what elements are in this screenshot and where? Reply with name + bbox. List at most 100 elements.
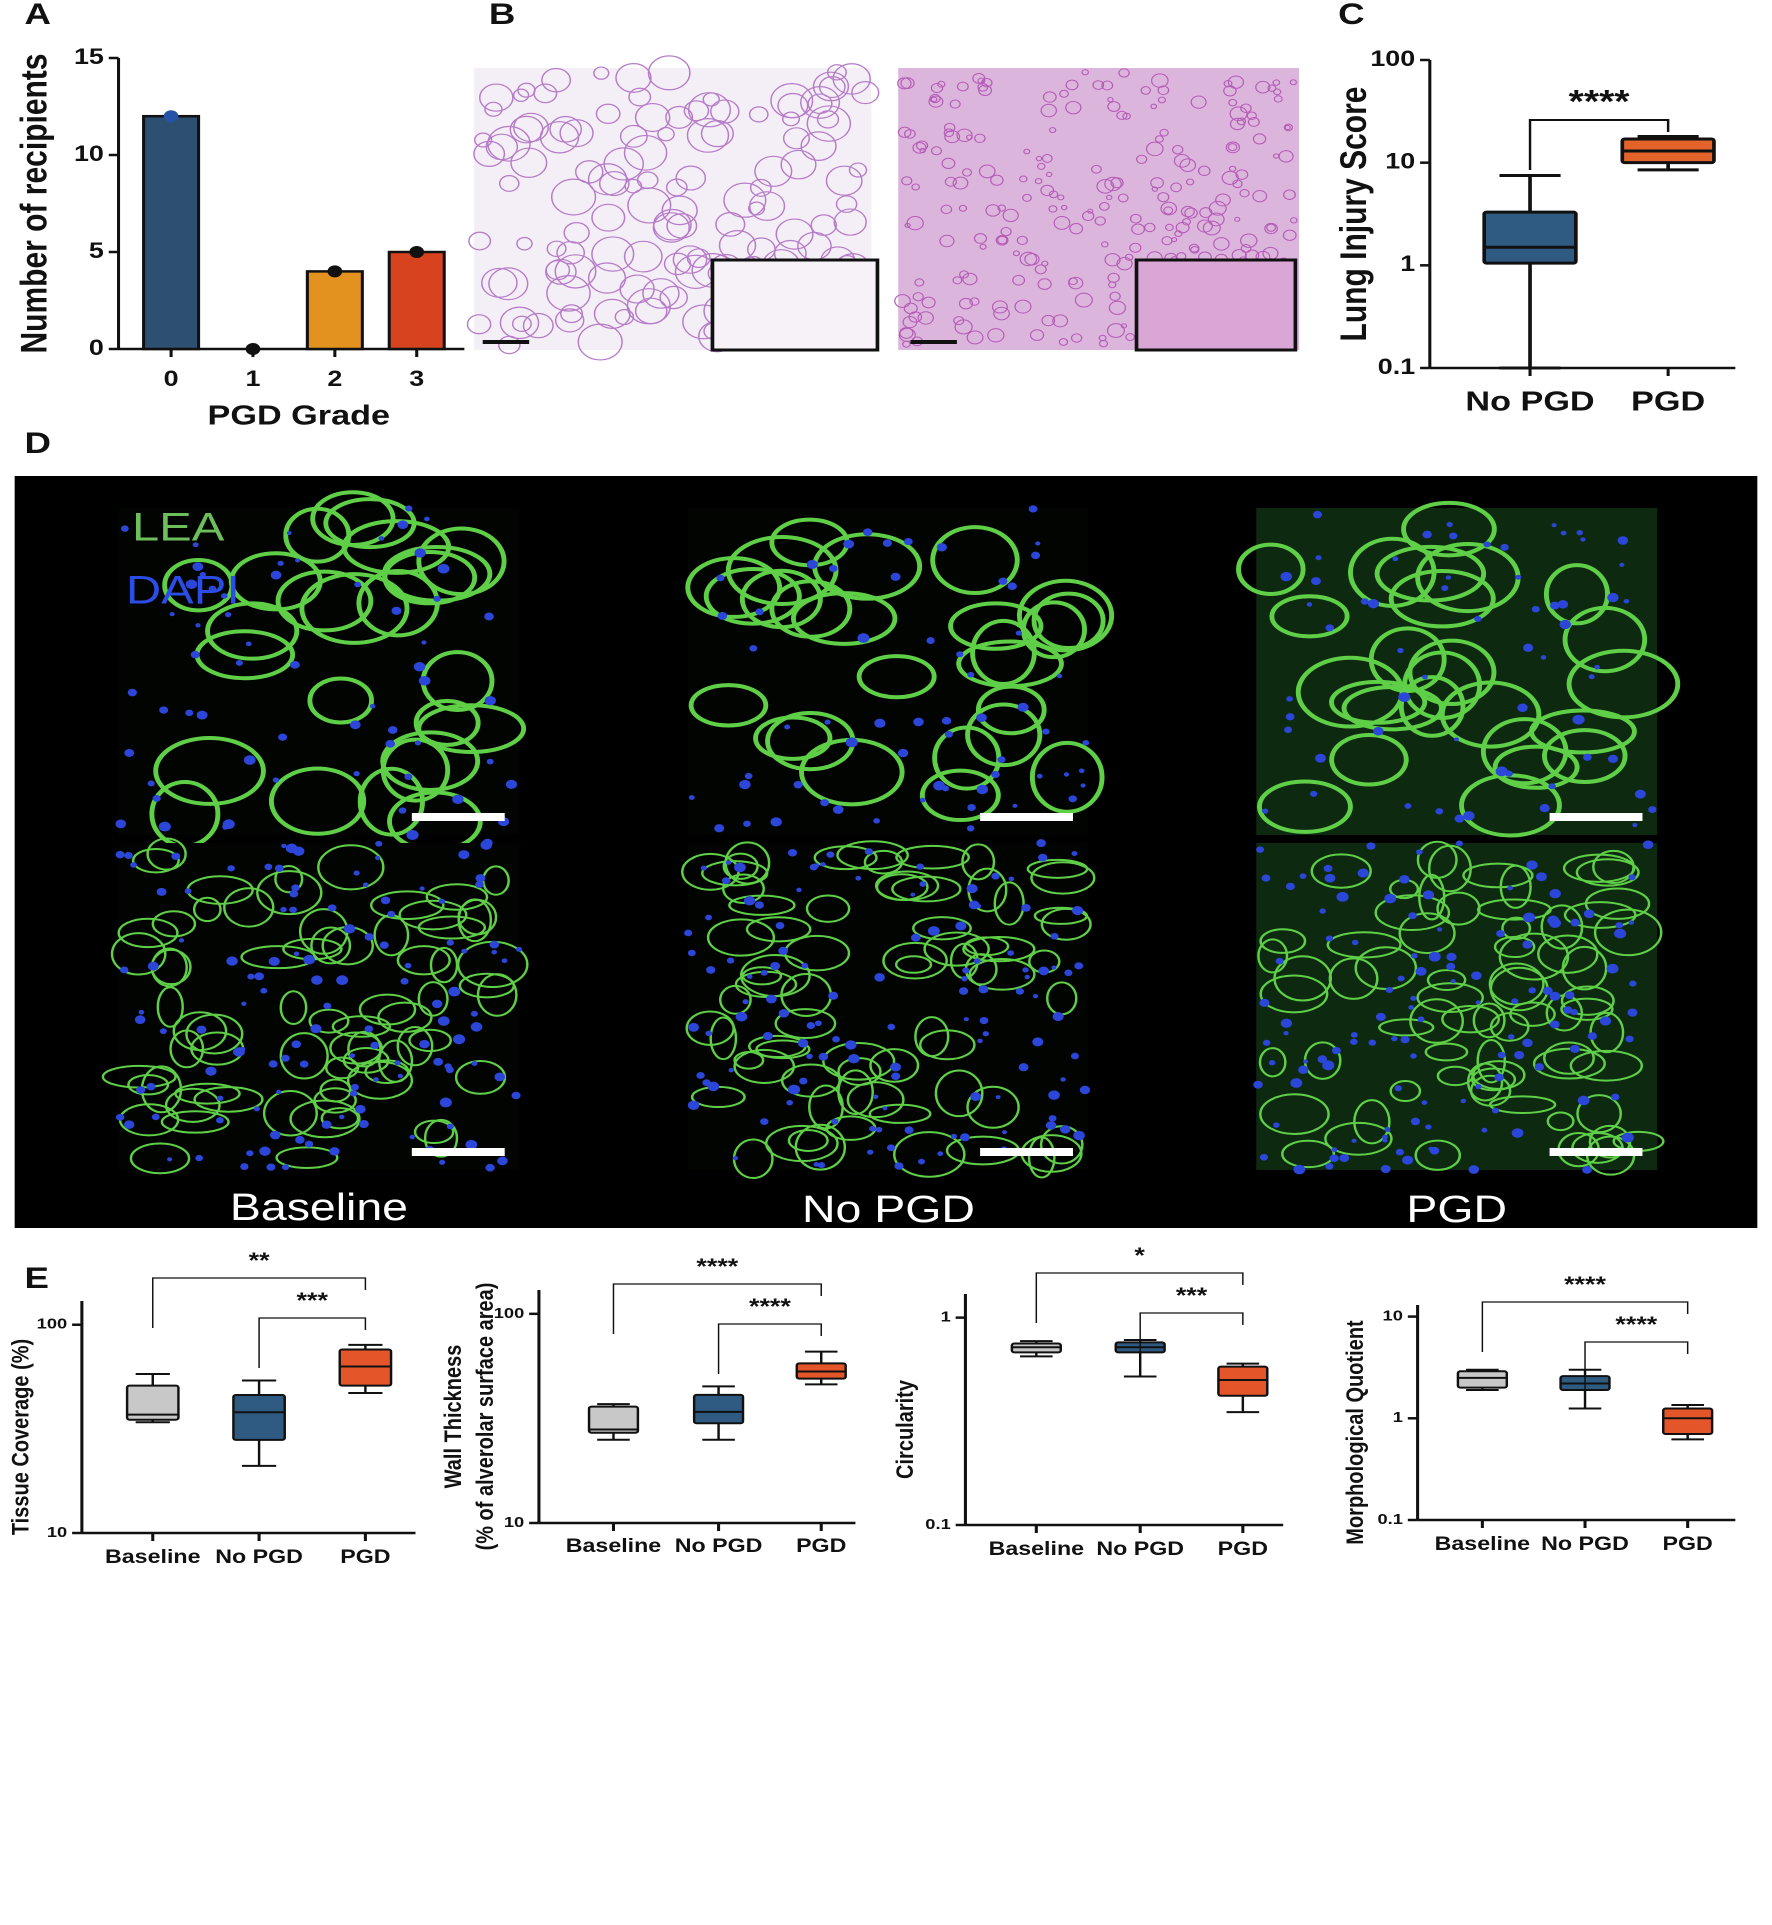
alveolus: [545, 259, 571, 281]
cell: [1215, 193, 1231, 207]
nucleus: [887, 1023, 896, 1031]
nucleus: [796, 887, 802, 893]
nucleus: [1625, 1035, 1634, 1043]
cell: [966, 330, 984, 345]
y-axis-label: Number of recipients: [15, 54, 55, 354]
nucleus: [1619, 562, 1625, 567]
alveolus: [466, 314, 492, 335]
scale-bar: [980, 813, 1073, 821]
nucleus: [378, 536, 385, 541]
nucleus: [1315, 555, 1322, 561]
nucleus: [269, 1130, 281, 1140]
cell: [1096, 178, 1115, 194]
nucleus: [1454, 814, 1465, 823]
nucleus: [1375, 1012, 1386, 1021]
y-tick-label: 0.1: [1377, 1511, 1402, 1528]
cell: [1185, 178, 1195, 186]
alveolus: [591, 236, 635, 272]
cell: [952, 276, 963, 285]
nucleus: [1056, 673, 1063, 679]
nucleus: [373, 1077, 379, 1082]
nucleus: [343, 924, 356, 934]
nucleus: [433, 1057, 444, 1066]
cell: [1107, 101, 1121, 112]
alveolus: [661, 195, 698, 226]
nucleus: [1038, 966, 1050, 976]
x-tick-label: No PGD: [1541, 1534, 1629, 1555]
y-tick-label: 10: [47, 1524, 67, 1541]
nucleus: [1397, 647, 1404, 654]
nucleus: [1306, 602, 1313, 607]
alveolus: [663, 252, 692, 276]
cell: [1229, 117, 1245, 131]
cell: [1173, 154, 1191, 168]
nucleus: [290, 660, 300, 669]
nucleus: [995, 1095, 1001, 1100]
y-tick-label: 10: [1385, 150, 1415, 174]
septum: [706, 918, 776, 957]
nucleus: [1422, 530, 1432, 539]
cell: [987, 328, 1005, 343]
nucleus: [369, 703, 376, 709]
septum: [869, 1048, 920, 1083]
cell: [995, 234, 1009, 246]
septum: [429, 946, 459, 984]
cell: [1159, 128, 1169, 137]
alveolus: [715, 212, 746, 237]
septum: [1398, 675, 1466, 738]
cell: [1283, 123, 1294, 132]
nucleus: [327, 904, 337, 912]
nucleus: [936, 543, 947, 552]
nucleus: [820, 862, 826, 867]
nucleus: [976, 713, 987, 723]
septum: [274, 864, 304, 894]
box: [338, 1348, 393, 1387]
cell: [912, 292, 924, 302]
nucleus: [979, 1016, 989, 1025]
nucleus: [470, 1010, 478, 1017]
nucleus: [1570, 918, 1580, 927]
cell: [1289, 79, 1298, 86]
nucleus: [1018, 1063, 1029, 1072]
alveolus: [593, 298, 631, 329]
nucleus: [824, 719, 831, 725]
nucleus: [1325, 624, 1335, 632]
nucleus: [419, 886, 425, 891]
nucleus: [867, 1149, 874, 1155]
nucleus: [387, 910, 396, 918]
septum: [808, 1084, 844, 1130]
nucleus: [1042, 728, 1050, 735]
cell: [1246, 111, 1257, 120]
septum: [1563, 901, 1637, 929]
cell: [937, 80, 946, 88]
nucleus: [253, 1106, 260, 1112]
nucleus: [277, 560, 284, 566]
nucleus: [458, 850, 470, 860]
nucleus: [829, 564, 838, 572]
significance-label: ****: [1564, 1273, 1606, 1297]
nucleus: [1617, 536, 1629, 545]
nucleus: [475, 874, 486, 883]
cell: [1266, 223, 1277, 232]
cell: [1197, 165, 1211, 177]
nucleus: [274, 864, 284, 872]
nucleus: [1549, 1020, 1560, 1029]
septum: [1571, 1132, 1624, 1164]
nucleus: [489, 940, 500, 949]
cell: [1016, 235, 1028, 246]
nucleus: [1051, 965, 1057, 970]
nucleus: [1283, 1030, 1289, 1036]
cell: [1131, 223, 1146, 235]
nucleus: [1594, 664, 1600, 670]
nucleus: [439, 1159, 446, 1165]
nucleus: [962, 967, 970, 974]
nucleus: [726, 957, 735, 964]
nucleus: [890, 572, 901, 581]
septum: [1499, 864, 1532, 909]
cell: [1012, 274, 1026, 286]
septum: [151, 910, 197, 938]
nucleus: [1422, 674, 1428, 680]
nucleus: [963, 1017, 969, 1022]
y-axis-label: Lung Injury Score: [1334, 87, 1374, 342]
nucleus: [1557, 600, 1569, 609]
